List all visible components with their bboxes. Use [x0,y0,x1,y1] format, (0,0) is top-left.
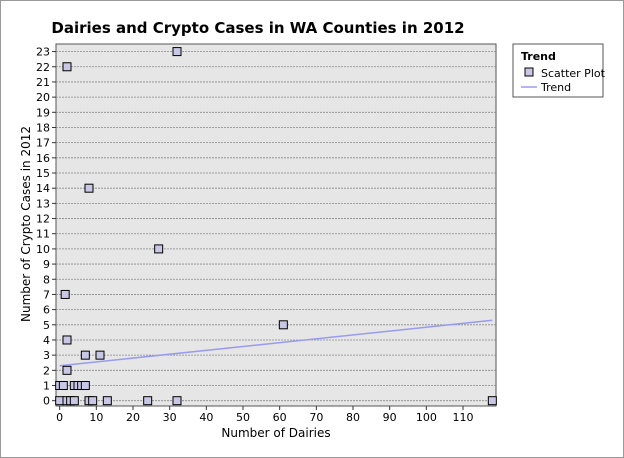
legend-entry-trend: Trend [540,81,571,94]
x-tick-label: 10 [89,411,103,424]
y-tick-label: 4 [43,334,50,347]
scatter-point [95,350,105,360]
scatter-point [62,62,72,72]
y-tick-label: 5 [43,319,50,332]
x-tick-label: 90 [383,411,397,424]
x-tick-label: 80 [346,411,360,424]
y-tick-label: 21 [36,76,50,89]
scatter-point [143,396,153,406]
y-tick-label: 1 [43,380,50,393]
trend-series [59,319,493,367]
y-tick-label: 20 [36,91,50,104]
legend: Trend Scatter Plot Trend [512,43,606,98]
scatter-point [88,396,98,406]
scatter-point [278,320,288,330]
scatter-point [69,396,79,406]
legend-title: Trend [521,50,556,63]
scatter-point [487,396,497,406]
scatter-point [62,365,72,375]
scatter-point [172,47,182,57]
trend-line [59,319,493,367]
scatter-point [60,289,70,299]
y-tick-label: 22 [36,61,50,74]
x-tick-label: 60 [273,411,287,424]
y-tick-label: 16 [36,152,50,165]
y-tick-label: 7 [43,288,50,301]
x-tick-label: 0 [56,411,63,424]
x-axis: 0 10 20 30 40 50 60 70 80 90 100 110 [56,406,474,424]
x-tick-label: 70 [309,411,323,424]
x-tick-label: 30 [163,411,177,424]
scatter-point [84,183,94,193]
x-tick-label: 40 [199,411,213,424]
y-tick-label: 14 [36,182,50,195]
x-tick-label: 20 [126,411,140,424]
x-axis-label: Number of Dairies [221,426,330,440]
grid-lines [56,51,496,402]
x-tick-label: 50 [236,411,250,424]
scatter-point [80,350,90,360]
y-tick-label: 18 [36,121,50,134]
y-axis-label: Number of Crypto Cases in 2012 [19,126,33,322]
chart-title: Dairies and Crypto Cases in WA Counties … [51,19,464,37]
x-tick-label: 110 [453,411,474,424]
y-tick-label: 15 [36,167,50,180]
y-tick-label: 11 [36,228,50,241]
scatter-point [62,335,72,345]
y-tick-label: 9 [43,258,50,271]
scatter-point [58,381,68,391]
y-tick-label: 6 [43,304,50,317]
scatter-point [172,396,182,406]
y-tick-label: 17 [36,137,50,150]
scatter-point [154,244,164,254]
y-tick-label: 3 [43,349,50,362]
scatter-point [55,396,65,406]
y-tick-label: 12 [36,213,50,226]
y-tick-label: 2 [43,364,50,377]
y-tick-label: 19 [36,106,50,119]
scatter-point [102,396,112,406]
scatter-point [80,381,90,391]
y-tick-label: 13 [36,197,50,210]
y-tick-label: 0 [43,395,50,408]
plot-area [55,43,497,407]
legend-entry-scatter: Scatter Plot [541,67,606,80]
y-tick-label: 8 [43,273,50,286]
x-tick-label: 100 [416,411,437,424]
scatter-series [55,47,497,406]
y-tick-label: 10 [36,243,50,256]
legend-scatter-swatch [524,67,534,77]
y-tick-label: 23 [36,46,50,59]
